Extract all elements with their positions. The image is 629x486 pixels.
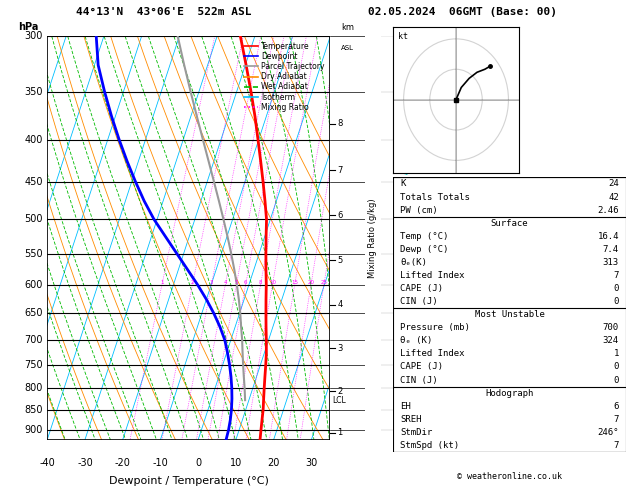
Text: 500: 500	[25, 214, 43, 225]
Text: 2: 2	[337, 387, 342, 396]
Text: 0: 0	[613, 284, 619, 293]
Text: km: km	[341, 23, 354, 33]
Text: 30: 30	[305, 458, 318, 468]
Text: 313: 313	[603, 258, 619, 267]
Text: 0: 0	[613, 363, 619, 371]
Text: 4: 4	[223, 280, 227, 285]
Text: 350: 350	[25, 87, 43, 97]
Text: θₑ (K): θₑ (K)	[400, 336, 432, 346]
Text: 450: 450	[25, 177, 43, 187]
Text: 2.46: 2.46	[598, 206, 619, 215]
Text: 25: 25	[320, 280, 328, 285]
Text: 6: 6	[244, 280, 247, 285]
Text: 324: 324	[603, 336, 619, 346]
Text: 1: 1	[160, 280, 164, 285]
Text: Dewpoint / Temperature (°C): Dewpoint / Temperature (°C)	[109, 476, 269, 486]
Text: 2: 2	[191, 280, 194, 285]
Text: 7.4: 7.4	[603, 245, 619, 254]
Text: 8: 8	[259, 280, 262, 285]
Text: 16.4: 16.4	[598, 232, 619, 241]
Text: Hodograph: Hodograph	[486, 389, 533, 398]
Text: 4: 4	[337, 300, 342, 309]
Text: -20: -20	[114, 458, 131, 468]
Text: Mixing Ratio (g/kg): Mixing Ratio (g/kg)	[368, 198, 377, 278]
Text: 5: 5	[337, 256, 342, 264]
Text: 1: 1	[613, 349, 619, 358]
Text: 700: 700	[603, 323, 619, 332]
Text: CAPE (J): CAPE (J)	[400, 363, 443, 371]
Text: 3: 3	[209, 280, 213, 285]
Text: Surface: Surface	[491, 219, 528, 227]
Text: 900: 900	[25, 425, 43, 435]
Text: 44°13'N  43°06'E  522m ASL: 44°13'N 43°06'E 522m ASL	[75, 7, 252, 17]
Legend: Temperature, Dewpoint, Parcel Trajectory, Dry Adiabat, Wet Adiabat, Isotherm, Mi: Temperature, Dewpoint, Parcel Trajectory…	[242, 40, 326, 113]
Text: EH: EH	[400, 402, 411, 411]
Text: Pressure (mb): Pressure (mb)	[400, 323, 470, 332]
Text: K: K	[400, 179, 406, 189]
Text: 850: 850	[25, 404, 43, 415]
Text: 750: 750	[25, 360, 43, 370]
Text: 7: 7	[613, 441, 619, 450]
Text: 6: 6	[337, 210, 343, 220]
Text: Temp (°C): Temp (°C)	[400, 232, 448, 241]
Text: 24: 24	[608, 179, 619, 189]
Text: 42: 42	[608, 192, 619, 202]
Text: 800: 800	[25, 383, 43, 393]
Text: 700: 700	[25, 335, 43, 345]
Text: 550: 550	[25, 249, 43, 259]
Text: StmDir: StmDir	[400, 428, 432, 437]
Text: 0: 0	[613, 376, 619, 384]
Text: Lifted Index: Lifted Index	[400, 349, 465, 358]
Text: 7: 7	[337, 166, 343, 175]
Text: hPa: hPa	[19, 22, 39, 33]
Text: 8: 8	[337, 120, 343, 128]
Text: 20: 20	[267, 458, 280, 468]
Text: 650: 650	[25, 309, 43, 318]
Text: 246°: 246°	[598, 428, 619, 437]
Text: θₑ(K): θₑ(K)	[400, 258, 427, 267]
Text: 10: 10	[230, 458, 242, 468]
Text: Lifted Index: Lifted Index	[400, 271, 465, 280]
Text: 1: 1	[337, 428, 342, 437]
Text: 0: 0	[195, 458, 201, 468]
Text: 15: 15	[291, 280, 298, 285]
Text: 7: 7	[613, 415, 619, 424]
Text: StmSpd (kt): StmSpd (kt)	[400, 441, 459, 450]
Text: LCL: LCL	[332, 396, 346, 405]
Text: Totals Totals: Totals Totals	[400, 192, 470, 202]
Text: 10: 10	[269, 280, 276, 285]
Text: 600: 600	[25, 280, 43, 290]
Text: 20: 20	[308, 280, 314, 285]
Text: -30: -30	[77, 458, 93, 468]
Text: 7: 7	[613, 271, 619, 280]
Text: © weatheronline.co.uk: © weatheronline.co.uk	[457, 472, 562, 481]
Text: CIN (J): CIN (J)	[400, 297, 438, 306]
Text: 3: 3	[337, 344, 343, 352]
Text: -10: -10	[152, 458, 169, 468]
Text: 0: 0	[613, 297, 619, 306]
Text: Dewp (°C): Dewp (°C)	[400, 245, 448, 254]
Text: 5: 5	[235, 280, 238, 285]
Text: 02.05.2024  06GMT (Base: 00): 02.05.2024 06GMT (Base: 00)	[368, 7, 557, 17]
Text: SREH: SREH	[400, 415, 421, 424]
Text: 400: 400	[25, 135, 43, 144]
Text: CIN (J): CIN (J)	[400, 376, 438, 384]
Text: CAPE (J): CAPE (J)	[400, 284, 443, 293]
Text: -40: -40	[39, 458, 55, 468]
Text: ASL: ASL	[341, 45, 354, 51]
Text: 6: 6	[613, 402, 619, 411]
Text: 300: 300	[25, 32, 43, 41]
Text: kt: kt	[398, 32, 408, 41]
Text: PW (cm): PW (cm)	[400, 206, 438, 215]
FancyBboxPatch shape	[393, 177, 626, 452]
Text: Most Unstable: Most Unstable	[474, 310, 545, 319]
